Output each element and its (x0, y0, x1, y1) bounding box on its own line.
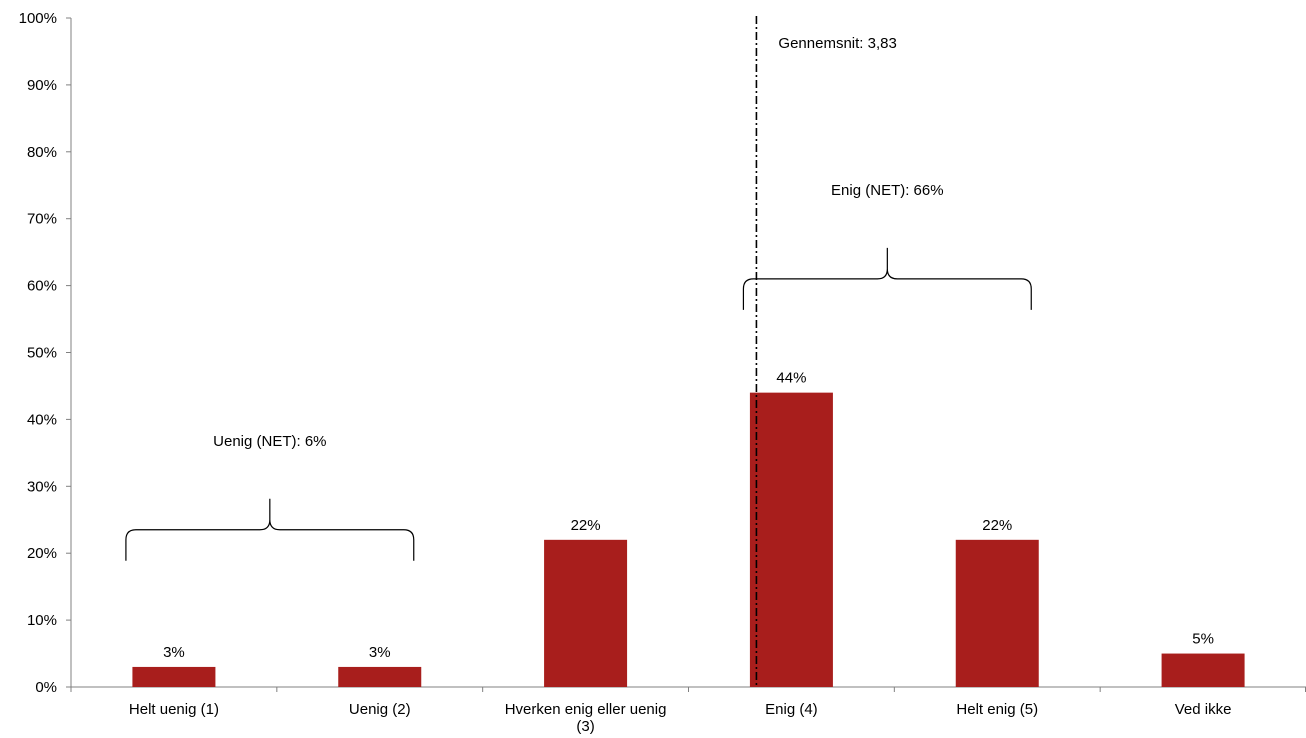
y-tick-label: 20% (27, 545, 57, 562)
bar-value-label: 3% (369, 644, 391, 661)
y-axis: 0% 10% 20% 30% 40% 50% 60% 70% 80% 90% 100% (19, 10, 72, 696)
y-tick-label: 90% (27, 77, 57, 94)
bar-value-label: 22% (571, 517, 601, 534)
bar-value-label: 3% (163, 644, 185, 661)
bar-value-labels: 3% 3% 22% 44% 22% 5% (163, 370, 1214, 661)
x-tick-label: Uenig (2) (349, 701, 411, 718)
net-brackets: Uenig (NET): 6% Enig (NET): 66% (125, 182, 1032, 561)
x-tick-label: Helt enig (5) (956, 701, 1038, 718)
y-tick-label: 70% (27, 211, 57, 228)
x-tick-label-line: Uenig (2) (349, 701, 411, 718)
bar (1161, 653, 1245, 687)
x-tick-label-line: Helt enig (5) (956, 701, 1038, 718)
y-tick-label: 40% (27, 411, 57, 428)
net-label: Enig (NET): 66% (831, 182, 944, 199)
bar (544, 539, 628, 687)
mean-label: Gennemsnit: 3,83 (778, 35, 896, 52)
x-tick-label: Enig (4) (765, 701, 818, 718)
x-tick-label: Helt uenig (1) (129, 701, 219, 718)
bars-group (132, 392, 1245, 687)
x-axis: Helt uenig (1) Uenig (2) Hverken enig elle… (70, 686, 1306, 735)
x-tick-label-line: (3) (576, 718, 594, 735)
bar (132, 666, 216, 687)
net-label: Uenig (NET): 6% (213, 433, 326, 450)
x-tick-label-line: Ved ikke (1175, 701, 1232, 718)
y-tick-label: 60% (27, 278, 57, 295)
y-tick-label: 50% (27, 345, 57, 362)
x-tick-label-line: Helt uenig (1) (129, 701, 219, 718)
x-tick-label-line: Enig (4) (765, 701, 818, 718)
net-brace (742, 247, 1032, 310)
y-tick-label: 100% (19, 10, 57, 27)
bar-value-label: 22% (982, 517, 1012, 534)
bar-value-label: 44% (776, 370, 806, 387)
bar (338, 666, 422, 687)
mean-line-group: Gennemsnit: 3,83 (755, 16, 897, 687)
y-tick-label: 80% (27, 144, 57, 161)
bar (749, 392, 833, 687)
y-tick-label: 10% (27, 612, 57, 629)
x-tick-label: Hverken enig eller uenig (3) (505, 701, 667, 735)
net-brace (125, 498, 415, 561)
y-tick-label: 0% (35, 679, 57, 696)
y-tick-label: 30% (27, 478, 57, 495)
x-tick-label: Ved ikke (1175, 701, 1232, 718)
x-tick-label-line: Hverken enig eller uenig (505, 701, 667, 718)
bar (955, 539, 1039, 687)
bar-value-label: 5% (1192, 631, 1214, 648)
